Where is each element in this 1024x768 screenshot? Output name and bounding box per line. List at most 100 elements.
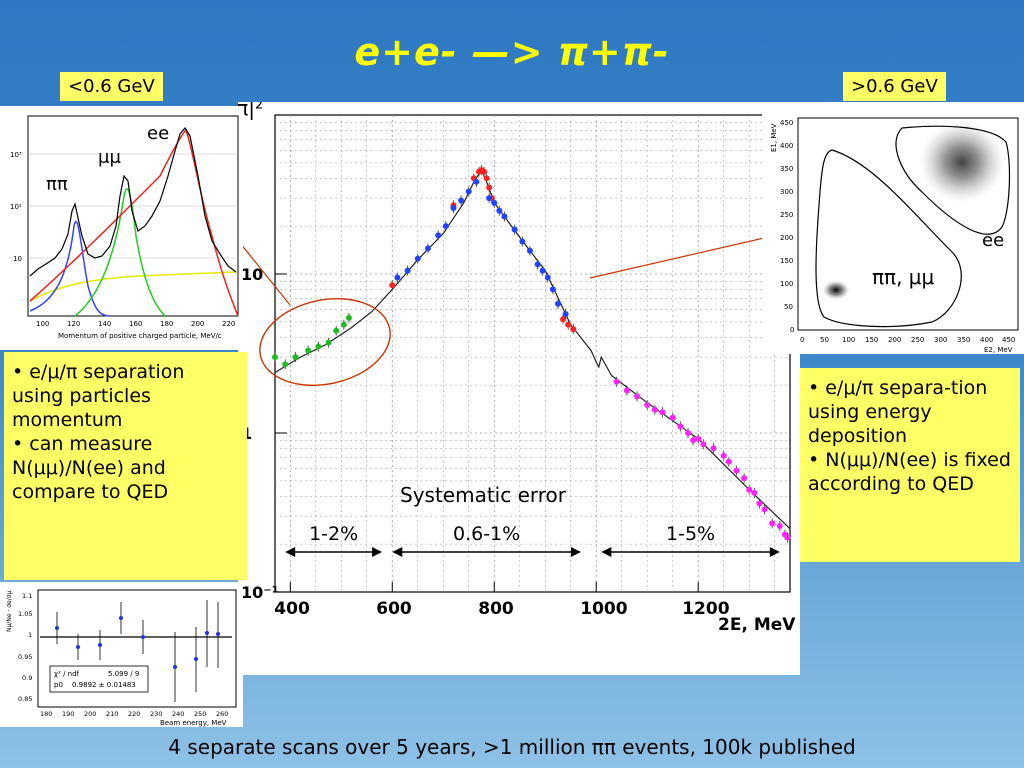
energy-xtick: 300 (934, 336, 947, 344)
ratio-ytick: 1.05 (18, 610, 32, 618)
data-point (741, 475, 748, 482)
fit-row1-label: χ² / ndf (54, 670, 80, 678)
energy-xtick: 400 (980, 336, 993, 344)
left-box-line1: • e/μ/π separation using particles momen… (12, 361, 185, 431)
energy-ytick: 450 (780, 119, 793, 127)
energy-xtick: 150 (865, 336, 878, 344)
energy-xtick: 200 (888, 336, 901, 344)
data-point (486, 184, 493, 191)
data-point (450, 205, 457, 212)
data-point (677, 423, 684, 430)
ratio-xtick: 210 (106, 710, 118, 718)
ratio-ytick: 0.95 (18, 653, 32, 661)
energy-xtick: 0 (800, 336, 804, 344)
x-tick-label: 400 (274, 599, 310, 619)
systematic-ranges: 1-2% 0.6-1% 1-5% (285, 523, 780, 557)
pipi-mumu-region (815, 149, 962, 328)
data-point (659, 409, 666, 416)
data-points (272, 165, 791, 543)
data-point (465, 188, 472, 195)
ee-region (895, 125, 1011, 235)
grid (275, 115, 790, 592)
right-box-line1: • e/μ/π separa-tion using energy deposit… (808, 377, 988, 447)
data-point (486, 195, 493, 202)
data-point (651, 406, 658, 413)
mom-ytick: 10³ (10, 151, 22, 159)
data-point (733, 467, 740, 474)
range-arrow-head-left (285, 547, 296, 557)
footer-text: 4 separate scans over 5 years, >1 millio… (168, 735, 856, 759)
data-point (345, 314, 352, 321)
ratio-ytick: 0.85 (18, 695, 32, 703)
ratio-chart: 1.1 1.05 1 0.95 0.9 0.85 180 190 200 210… (6, 589, 237, 727)
data-point (549, 286, 556, 293)
mom-xtick: 180 (160, 320, 173, 328)
plot-frame (274, 114, 791, 593)
range-arrow-head-left (392, 547, 403, 557)
energy-ytick: 300 (780, 188, 793, 196)
data-point (784, 534, 791, 541)
data-point (315, 343, 322, 350)
data-point (669, 414, 676, 421)
pipi-curve (29, 220, 111, 317)
data-point (305, 347, 312, 354)
energy-chart: 450 400 350 300 250 200 150 100 50 0 0 5… (770, 117, 1019, 354)
range-arrow-head-right (570, 547, 581, 557)
energy-ytick: 400 (780, 142, 793, 150)
x-tick-label: 1200 (682, 599, 729, 619)
data-point (435, 232, 442, 239)
fit-curve (274, 168, 791, 530)
data-point (442, 223, 449, 230)
energy-ytick: 350 (780, 165, 793, 173)
ratio-xtick: 230 (150, 710, 162, 718)
energy-ytick: 250 (780, 211, 793, 219)
data-point (644, 402, 651, 409)
fit-curve-line (274, 168, 791, 530)
data-point (333, 327, 340, 334)
ee-label: ee (147, 123, 169, 144)
ratio-ylabel: Nμ/Ne · σe/σμ (6, 590, 13, 632)
data-point (481, 168, 488, 175)
data-point (491, 199, 498, 206)
momentum-chart: 100 120 140 160 180 200 220 10³ 10² 10 M… (10, 115, 239, 340)
ratio-points (55, 616, 220, 669)
fit-row2-value: 0.9892 ± 0.01483 (72, 681, 136, 689)
data-point (634, 393, 641, 400)
mom-xtick: 120 (67, 320, 80, 328)
energy-ytick: 0 (790, 326, 794, 334)
high-energy-tag: >0.6 GeV (843, 72, 946, 101)
mom-xlabel: Momentum of positive charged particle, M… (58, 332, 222, 340)
data-point (562, 311, 569, 318)
fit-stats-box (49, 665, 149, 693)
ratio-xtick: 260 (216, 710, 228, 718)
data-point (554, 300, 561, 307)
x-axis-label: 2E, MeV (718, 615, 796, 635)
x-tick-label: 1000 (580, 599, 627, 619)
ee-cluster-label: ee (982, 230, 1004, 251)
range-label: 1-5% (666, 523, 715, 545)
data-point (565, 321, 572, 328)
x-tick-label: 800 (478, 599, 514, 619)
mom-ytick: 10 (13, 255, 22, 263)
fit-row2-label: p0 (54, 681, 63, 689)
low-energy-highlight (259, 297, 391, 387)
data-point (473, 178, 480, 185)
data-point (519, 238, 526, 245)
range-label: 1-2% (309, 523, 358, 545)
data-point (623, 387, 630, 394)
data-point (710, 445, 717, 452)
data-point (613, 378, 620, 385)
data-point (394, 274, 401, 281)
y-ticks: 10110⁻¹ (241, 265, 287, 602)
data-point (389, 282, 396, 289)
range-label: 0.6-1% (453, 523, 520, 545)
data-point (340, 321, 347, 328)
left-description-box: • e/μ/π separation using particles momen… (4, 352, 247, 580)
range-arrow-head-right (769, 547, 780, 557)
ratio-xlabel: Beam energy, MeV (160, 719, 227, 727)
data-point (756, 500, 763, 507)
energy-ytick: 200 (780, 234, 793, 242)
data-point (424, 245, 431, 252)
energy-plot-panel: 450 400 350 300 250 200 150 100 50 0 0 5… (762, 102, 1024, 354)
